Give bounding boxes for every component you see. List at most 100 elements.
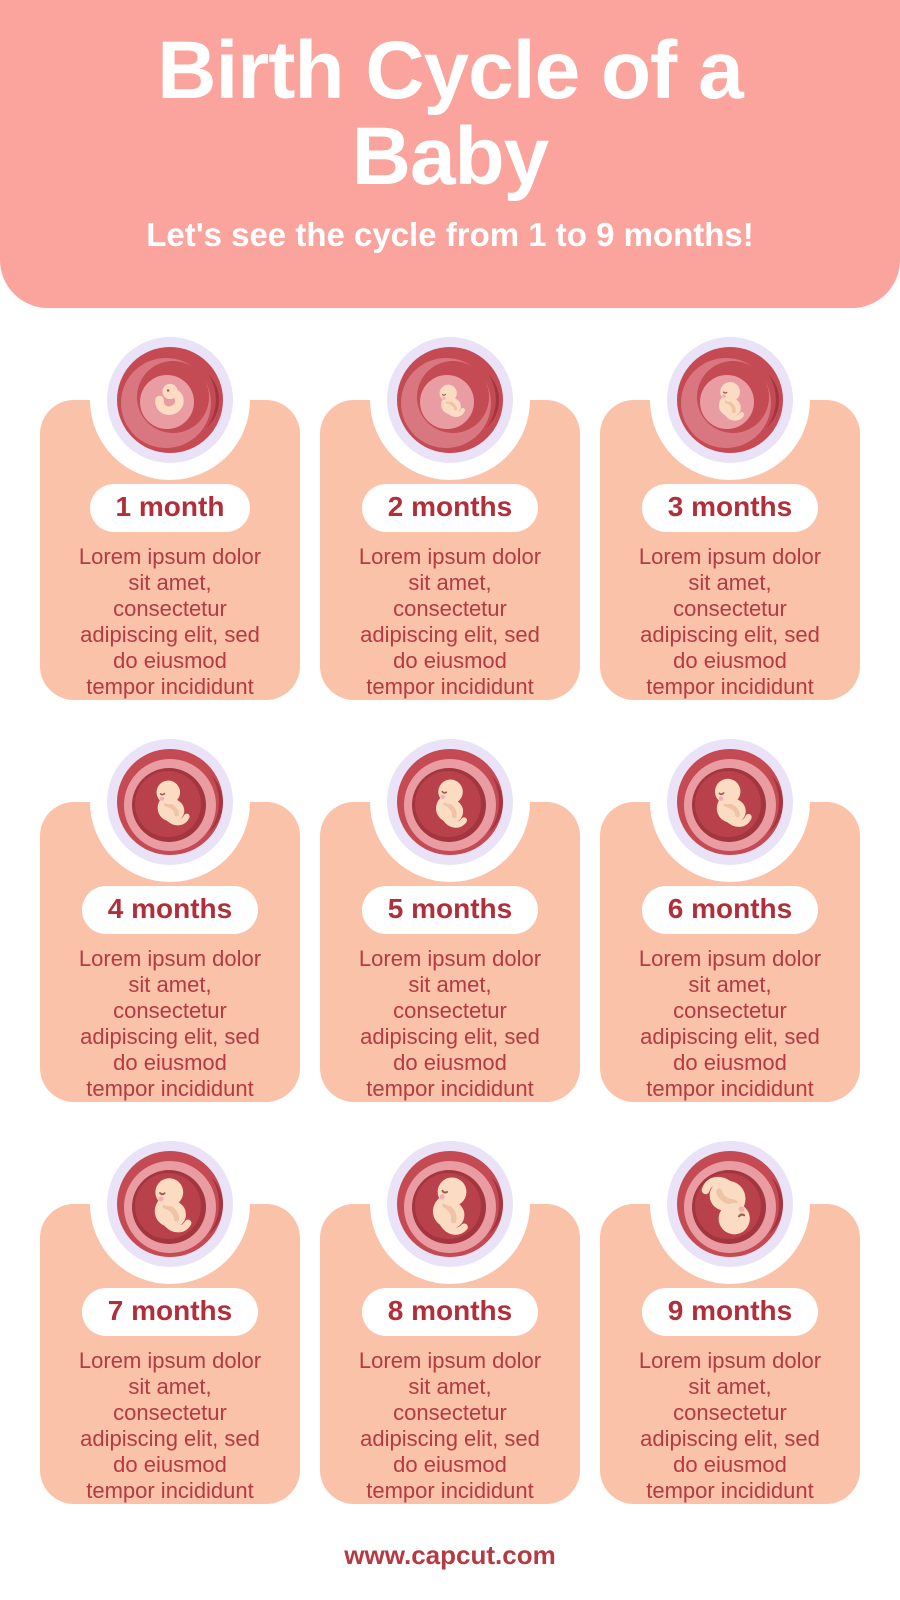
card-description: Lorem ipsum dolor sit amet, consectetur adi… — [614, 946, 846, 1102]
month-badge: 2 months — [361, 484, 539, 532]
month-badge: 9 months — [641, 1288, 819, 1336]
description-line: sit amet, — [408, 570, 492, 595]
description-line: tempor incididunt — [646, 1076, 814, 1101]
page-subtitle: Let's see the cycle from 1 to 9 months! — [146, 216, 754, 254]
card-description: Lorem ipsum dolor sit amet, consectetur adi… — [54, 946, 286, 1102]
card-description: Lorem ipsum dolor sit amet, consectetur adi… — [54, 1348, 286, 1504]
month-card: 3 months Lorem ipsum dolor sit amet, consec… — [600, 320, 860, 700]
description-line: sit amet, — [688, 1374, 772, 1399]
card-description: Lorem ipsum dolor sit amet, consectetur adi… — [334, 946, 566, 1102]
month-badge-label: 2 months — [387, 491, 513, 522]
month-card: 8 months Lorem ipsum dolor sit amet, consec… — [320, 1124, 580, 1504]
month-badge: 4 months — [81, 886, 259, 934]
description-line: do eiusmod — [393, 1050, 507, 1075]
description-line: Lorem ipsum dolor — [78, 1348, 262, 1373]
description-line: do eiusmod — [673, 1050, 787, 1075]
description-line: consectetur — [673, 596, 787, 621]
womb-illustration — [387, 739, 513, 865]
description-line: consectetur — [673, 998, 787, 1023]
month-badge-label: 8 months — [387, 1295, 513, 1326]
month-badge-label: 3 months — [667, 491, 793, 522]
womb-illustration — [387, 337, 513, 463]
description-line: tempor incididunt — [366, 674, 534, 699]
description-line: do eiusmod — [393, 1452, 507, 1477]
description-line: consectetur — [393, 1400, 507, 1425]
month-card: 9 months Lorem ipsum dolor sit amet, consec… — [600, 1124, 860, 1504]
card-description: Lorem ipsum dolor sit amet, consectetur adi… — [54, 544, 286, 700]
month-badge: 1 month — [89, 484, 251, 532]
description-line: adipiscing elit, sed — [360, 1426, 540, 1451]
description-line: tempor incididunt — [366, 1076, 534, 1101]
description-line: consectetur — [393, 998, 507, 1023]
womb-illustration — [107, 739, 233, 865]
description-line: sit amet, — [408, 1374, 492, 1399]
description-line: Lorem ipsum dolor — [358, 544, 542, 569]
description-line: tempor incididunt — [646, 1478, 814, 1503]
womb-illustration — [667, 337, 793, 463]
description-line: Lorem ipsum dolor — [638, 1348, 822, 1373]
description-line: adipiscing elit, sed — [640, 622, 820, 647]
fetus-in-womb-icon — [387, 337, 513, 463]
description-line: sit amet, — [408, 972, 492, 997]
month-card: 7 months Lorem ipsum dolor sit amet, consec… — [40, 1124, 300, 1504]
title-line-2: Baby — [351, 111, 550, 203]
month-badge-label: 9 months — [667, 1295, 793, 1326]
description-line: sit amet, — [688, 972, 772, 997]
description-line: Lorem ipsum dolor — [358, 1348, 542, 1373]
description-line: sit amet, — [688, 570, 772, 595]
title-line-1: Birth Cycle of a — [157, 25, 743, 116]
description-line: tempor incididunt — [366, 1478, 534, 1503]
month-card: 1 month Lorem ipsum dolor sit amet, consect… — [40, 320, 300, 700]
description-line: consectetur — [113, 596, 227, 621]
month-badge: 3 months — [641, 484, 819, 532]
description-line: Lorem ipsum dolor — [78, 946, 262, 971]
month-badge-label: 1 month — [115, 491, 225, 522]
month-card: 2 months Lorem ipsum dolor sit amet, consec… — [320, 320, 580, 700]
website-link[interactable]: www.capcut.com — [344, 1540, 556, 1570]
description-line: tempor incididunt — [86, 1478, 254, 1503]
card-description: Lorem ipsum dolor sit amet, consectetur adi… — [614, 1348, 846, 1504]
month-badge-label: 4 months — [107, 893, 233, 924]
fetus-in-womb-icon — [107, 1141, 233, 1267]
womb-illustration — [667, 1141, 793, 1267]
description-line: adipiscing elit, sed — [640, 1024, 820, 1049]
description-line: tempor incididunt — [86, 674, 254, 699]
description-line: do eiusmod — [673, 1452, 787, 1477]
womb-illustration — [387, 1141, 513, 1267]
description-line: tempor incididunt — [646, 674, 814, 699]
embryo-in-womb-icon — [107, 337, 233, 463]
description-line: adipiscing elit, sed — [80, 622, 260, 647]
fetus-in-womb-icon — [387, 739, 513, 865]
description-line: do eiusmod — [113, 1050, 227, 1075]
description-line: Lorem ipsum dolor — [638, 544, 822, 569]
description-line: tempor incididunt — [86, 1076, 254, 1101]
description-line: sit amet, — [128, 1374, 212, 1399]
description-line: sit amet, — [128, 972, 212, 997]
description-line: adipiscing elit, sed — [80, 1426, 260, 1451]
fetus-in-womb-icon — [387, 1141, 513, 1267]
page-title: Birth Cycle of a Baby — [0, 0, 900, 200]
month-card: 4 months Lorem ipsum dolor sit amet, consec… — [40, 722, 300, 1102]
months-grid: 1 month Lorem ipsum dolor sit amet, consect… — [0, 320, 900, 1504]
womb-illustration — [107, 1141, 233, 1267]
description-line: do eiusmod — [113, 648, 227, 673]
description-line: adipiscing elit, sed — [80, 1024, 260, 1049]
month-badge: 7 months — [81, 1288, 259, 1336]
header-banner: Birth Cycle of a Baby Let's see the cycle… — [0, 0, 900, 308]
month-badge-label: 5 months — [387, 893, 513, 924]
card-description: Lorem ipsum dolor sit amet, consectetur adi… — [334, 544, 566, 700]
card-description: Lorem ipsum dolor sit amet, consectetur adi… — [614, 544, 846, 700]
description-line: adipiscing elit, sed — [640, 1426, 820, 1451]
description-line: do eiusmod — [673, 648, 787, 673]
description-line: do eiusmod — [393, 648, 507, 673]
womb-illustration — [107, 337, 233, 463]
fetus-in-womb-icon — [667, 739, 793, 865]
description-line: Lorem ipsum dolor — [638, 946, 822, 971]
month-badge: 6 months — [641, 886, 819, 934]
baby-in-womb-icon — [667, 1141, 793, 1267]
description-line: Lorem ipsum dolor — [358, 946, 542, 971]
description-line: consectetur — [113, 1400, 227, 1425]
card-description: Lorem ipsum dolor sit amet, consectetur adi… — [334, 1348, 566, 1504]
fetus-in-womb-icon — [107, 739, 233, 865]
